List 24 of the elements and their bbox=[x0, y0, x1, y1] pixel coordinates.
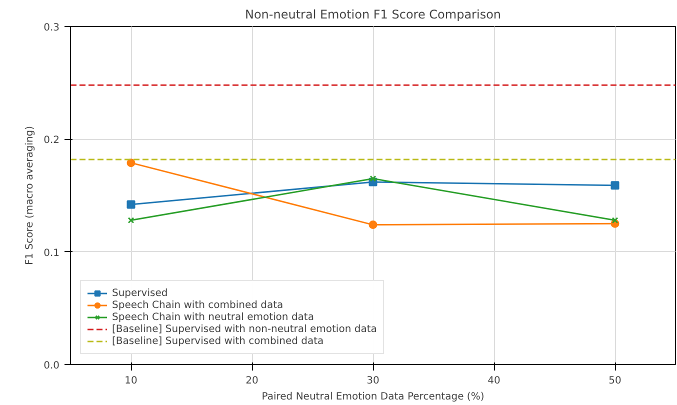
y-tick-label: 0.2 bbox=[44, 135, 60, 146]
x-tick-label: 10 bbox=[124, 376, 138, 386]
x-tick-label: 40 bbox=[488, 376, 500, 386]
y-tick-label: 0.1 bbox=[44, 248, 60, 259]
legend-label: Speech Chain with neutral emotion data bbox=[112, 311, 314, 323]
point bbox=[368, 220, 378, 230]
x-axis-title: Paired Neutral Emotion Data Percentage (%) bbox=[262, 392, 484, 402]
legend-label: [Baseline] Supervised with non-neutral emotion data bbox=[112, 323, 377, 335]
point bbox=[128, 217, 134, 224]
point bbox=[370, 175, 376, 182]
legend-label: Supervised bbox=[112, 287, 168, 299]
x-tick-label: 50 bbox=[608, 376, 622, 386]
point bbox=[126, 200, 136, 209]
legend-label: [Baseline] Supervised with combined data bbox=[112, 335, 324, 347]
point bbox=[612, 217, 618, 224]
point bbox=[126, 158, 136, 168]
chart-title: Non-neutral Emotion F1 Score Comparison bbox=[244, 8, 502, 22]
x-tick-label: 30 bbox=[366, 376, 380, 386]
y-tick-label: 0.0 bbox=[44, 360, 60, 372]
y-tick-label: 0.3 bbox=[44, 22, 60, 34]
point bbox=[610, 181, 620, 190]
x-tick-label: 20 bbox=[246, 376, 258, 386]
y-axis-title: F1 Score (macro averaging) bbox=[24, 126, 36, 266]
legend-label: Speech Chain with combined data bbox=[112, 299, 284, 311]
